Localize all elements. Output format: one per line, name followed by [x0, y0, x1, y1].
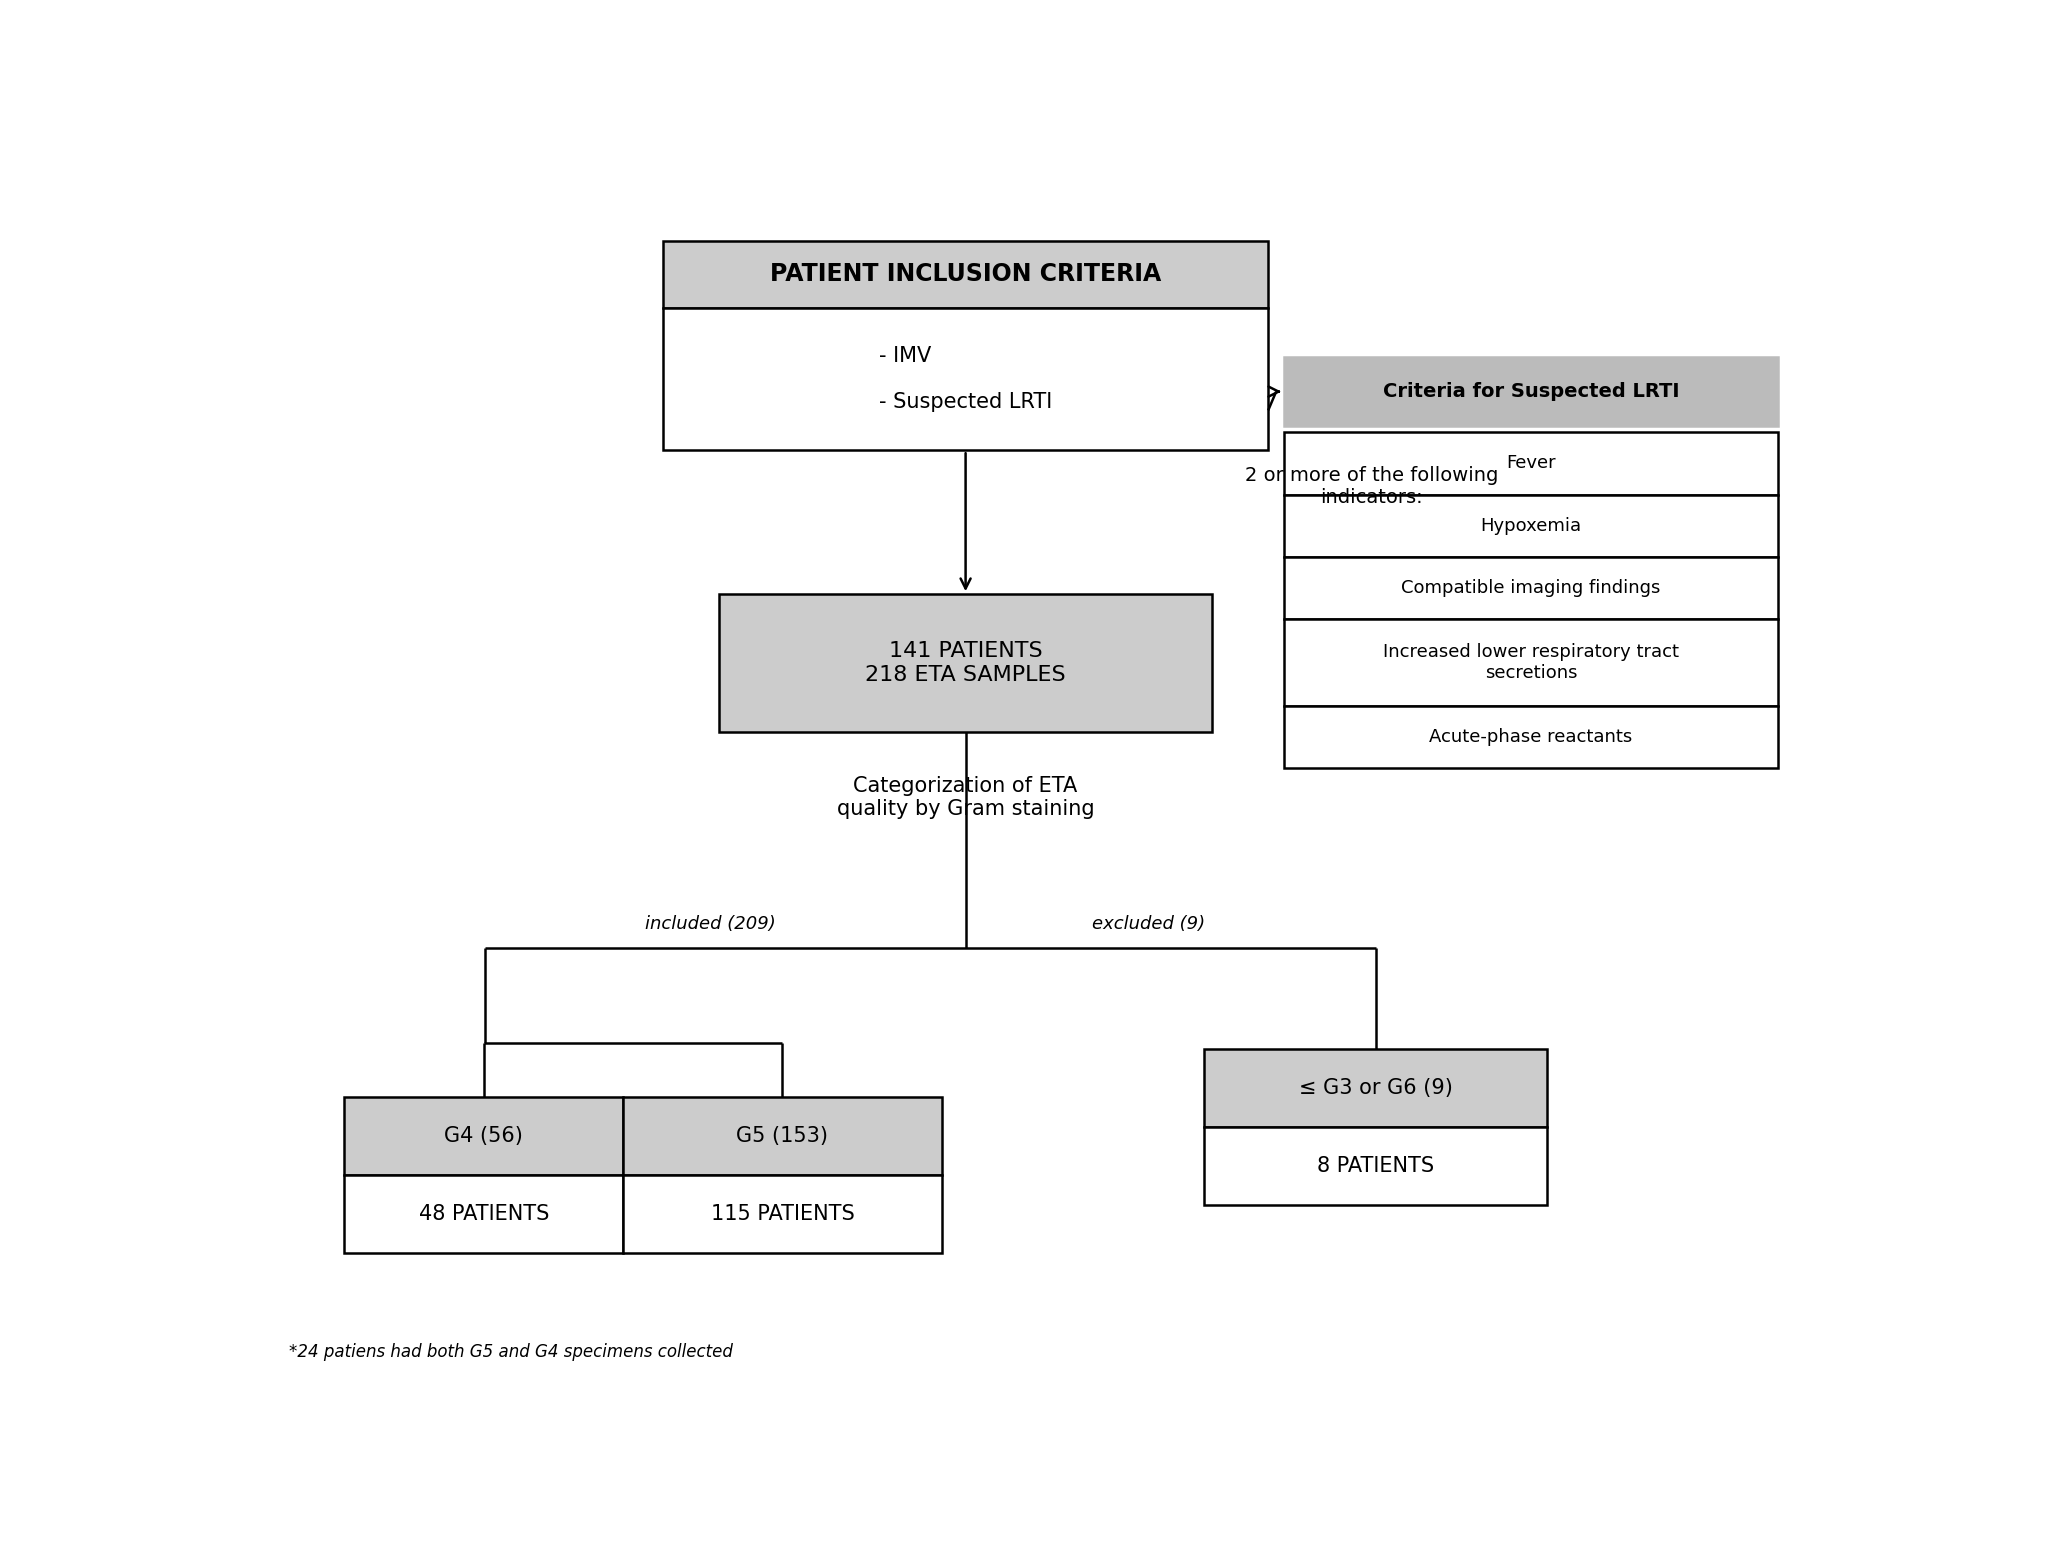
- Text: 2 or more of the following
indicators:: 2 or more of the following indicators:: [1245, 465, 1498, 507]
- Text: G5 (153): G5 (153): [736, 1127, 828, 1147]
- Text: Compatible imaging findings: Compatible imaging findings: [1402, 579, 1660, 598]
- Text: Criteria for Suspected LRTI: Criteria for Suspected LRTI: [1383, 383, 1679, 401]
- Bar: [1284, 705, 1778, 767]
- Bar: [664, 308, 1268, 450]
- Text: 115 PATIENTS: 115 PATIENTS: [711, 1204, 855, 1225]
- Bar: [345, 1175, 623, 1253]
- Text: *24 patiens had both G5 and G4 specimens collected: *24 patiens had both G5 and G4 specimens…: [288, 1343, 732, 1362]
- Bar: [1284, 356, 1778, 426]
- Text: excluded (9): excluded (9): [1091, 915, 1206, 932]
- Bar: [664, 241, 1268, 308]
- Text: 48 PATIENTS: 48 PATIENTS: [419, 1204, 549, 1225]
- Text: ≤ G3 or G6 (9): ≤ G3 or G6 (9): [1299, 1078, 1453, 1099]
- Bar: [623, 1175, 941, 1253]
- Bar: [1284, 433, 1778, 495]
- Bar: [623, 1097, 941, 1175]
- Text: PATIENT INCLUSION CRITERIA: PATIENT INCLUSION CRITERIA: [771, 261, 1161, 286]
- Bar: [1284, 619, 1778, 705]
- Bar: [1284, 557, 1778, 619]
- Bar: [1204, 1049, 1547, 1127]
- Text: Categorization of ETA
quality by Gram staining: Categorization of ETA quality by Gram st…: [836, 776, 1095, 820]
- Text: G4 (56): G4 (56): [444, 1127, 524, 1147]
- Bar: [345, 1097, 623, 1175]
- Text: 141 PATIENTS
218 ETA SAMPLES: 141 PATIENTS 218 ETA SAMPLES: [865, 641, 1067, 685]
- Text: 8 PATIENTS: 8 PATIENTS: [1317, 1156, 1434, 1176]
- Bar: [1284, 495, 1778, 557]
- Bar: [719, 594, 1212, 731]
- Text: Hypoxemia: Hypoxemia: [1480, 517, 1582, 535]
- Bar: [1204, 1127, 1547, 1206]
- Text: Acute-phase reactants: Acute-phase reactants: [1430, 728, 1632, 745]
- Text: Increased lower respiratory tract
secretions: Increased lower respiratory tract secret…: [1383, 643, 1679, 682]
- Text: Fever: Fever: [1506, 454, 1556, 473]
- Text: included (209): included (209): [645, 915, 777, 932]
- Text: - IMV

- Suspected LRTI: - IMV - Suspected LRTI: [880, 345, 1052, 412]
